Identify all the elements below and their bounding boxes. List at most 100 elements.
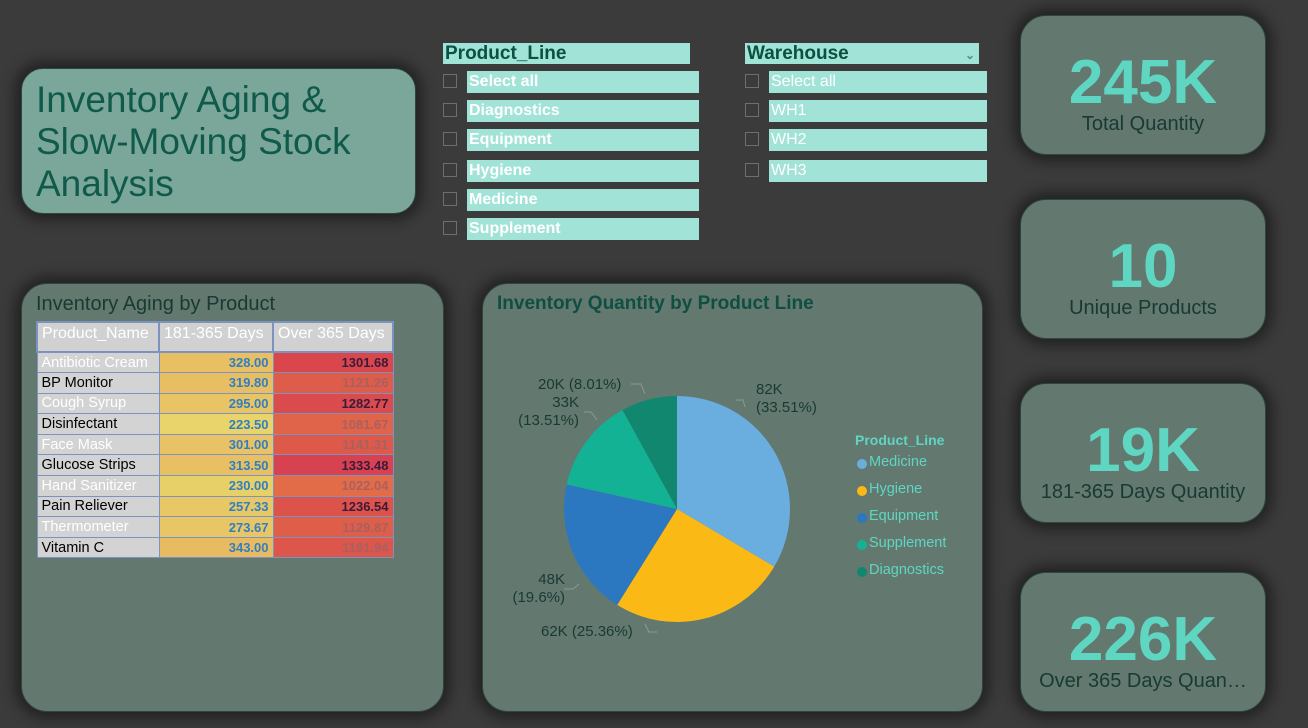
cell-over-365-days: 1081.67 [272, 413, 394, 435]
checkbox[interactable] [745, 132, 759, 146]
checkbox[interactable] [745, 74, 759, 88]
table-row[interactable]: Thermometer 273.67 1129.87 [36, 516, 394, 538]
checkbox[interactable] [745, 163, 759, 177]
kpi-label: 181-365 Days Quantity [1040, 481, 1246, 503]
cell-181-365-days: 301.00 [158, 433, 274, 456]
table-body: Antibiotic Cream 328.00 1301.68 BP Monitor 3… [36, 351, 394, 559]
warehouse-slicer[interactable]: Warehouse ⌄ Select all WH1 WH2 WH3 [745, 43, 989, 183]
table-row[interactable]: Face Mask 301.00 1141.31 [36, 433, 394, 456]
cell-over-365-days: 1141.31 [272, 433, 394, 456]
cell-over-365-days: 1236.54 [272, 495, 394, 518]
checkbox[interactable] [443, 103, 457, 117]
cell-product-name: Pain Reliever [36, 495, 160, 518]
table-row[interactable]: Cough Syrup 295.00 1282.77 [36, 392, 394, 415]
page-title: Inventory Aging & Slow-Moving Stock Anal… [36, 79, 351, 204]
cell-product-name: BP Monitor [36, 372, 160, 394]
cell-over-365-days: 1022.04 [272, 475, 394, 497]
leader-line-medicine [736, 399, 746, 408]
slicer-item-equipment[interactable]: Equipment [443, 129, 699, 151]
slicer-item-supplement[interactable]: Supplement [443, 218, 699, 240]
aging-table-title: Inventory Aging by Product [36, 293, 276, 315]
cell-181-365-days: 230.00 [158, 475, 274, 497]
legend-item-diagnostics[interactable]: Diagnostics [855, 562, 946, 589]
table-header-row: Product_Name 181-365 Days Over 365 Days [36, 321, 394, 353]
legend-item-hygiene[interactable]: Hygiene [855, 481, 946, 508]
slicer-item-select-all[interactable]: Select all [745, 71, 989, 93]
pie-label-equipment: 48K (19.6%) [512, 571, 565, 606]
table-row[interactable]: Disinfectant 223.50 1081.67 [36, 413, 394, 435]
slicer-item-label: Hygiene [467, 160, 699, 182]
pie-slice-equipment[interactable] [564, 484, 677, 605]
kpi-over-365-days-quantity: 226K Over 365 Days Quan… [1020, 572, 1266, 712]
chart-title: Inventory Quantity by Product Line [497, 293, 814, 314]
pie-label-diagnostics: 20K (8.01%) [538, 376, 622, 393]
leader-line-supplement [584, 411, 598, 421]
pie-slice-diagnostics[interactable] [622, 396, 677, 509]
product-line-slicer[interactable]: Product_Line Select all Diagnostics Equi… [443, 43, 699, 243]
legend-title: Product_Line [855, 432, 945, 448]
cell-181-365-days: 223.50 [158, 413, 274, 435]
slicer-item-hygiene[interactable]: Hygiene [443, 160, 699, 182]
kpi-total-quantity: 245K Total Quantity [1020, 15, 1266, 155]
legend-item-supplement[interactable]: Supplement [855, 535, 946, 562]
warehouse-slicer-header[interactable]: Warehouse ⌄ [745, 43, 979, 64]
table-row[interactable]: Hand Sanitizer 230.00 1022.04 [36, 475, 394, 497]
column-header-over-365-days[interactable]: Over 365 Days [272, 321, 394, 353]
kpi-value: 245K [1068, 48, 1218, 117]
column-header-181-365-days[interactable]: 181-365 Days [158, 321, 274, 353]
slicer-item-select-all[interactable]: Select all [443, 71, 699, 93]
table-row[interactable]: Pain Reliever 257.33 1236.54 [36, 495, 394, 518]
cell-181-365-days: 273.67 [158, 516, 274, 538]
cell-product-name: Face Mask [36, 433, 160, 456]
legend-dot [857, 513, 867, 523]
slicer-item-wh1[interactable]: WH1 [745, 100, 989, 122]
cell-product-name: Thermometer [36, 516, 160, 538]
legend-dot [857, 540, 867, 550]
checkbox[interactable] [443, 74, 457, 88]
slicer-item-wh2[interactable]: WH2 [745, 129, 989, 151]
column-header-product-name[interactable]: Product_Name [36, 321, 160, 353]
kpi-label: Over 365 Days Quan… [1039, 670, 1247, 692]
kpi-181-365-days-quantity: 19K 181-365 Days Quantity [1020, 383, 1266, 523]
table-row[interactable]: BP Monitor 319.80 1121.26 [36, 372, 394, 394]
cell-product-name: Glucose Strips [36, 454, 160, 477]
kpi-value: 226K [1068, 605, 1218, 674]
cell-product-name: Cough Syrup [36, 392, 160, 415]
cell-181-365-days: 319.80 [158, 372, 274, 394]
cell-181-365-days: 295.00 [158, 392, 274, 415]
slicer-item-label: WH3 [769, 160, 987, 182]
chart-legend: Product_Line Medicine Hygiene Equipment … [855, 432, 946, 589]
legend-dot [857, 486, 867, 496]
table-row[interactable]: Glucose Strips 313.50 1333.48 [36, 454, 394, 477]
slicer-item-medicine[interactable]: Medicine [443, 189, 699, 211]
kpi-value: 10 [1108, 232, 1178, 301]
kpi-label: Unique Products [1069, 297, 1217, 319]
warehouse-slicer-title: Warehouse [747, 43, 849, 64]
leader-line-diagnostics [631, 383, 646, 395]
pie-slice-supplement[interactable] [566, 410, 677, 509]
pie-slice-hygiene[interactable] [617, 509, 775, 622]
slicer-item-label: WH2 [769, 129, 987, 151]
legend-dot [857, 567, 867, 577]
table-row[interactable]: Antibiotic Cream 328.00 1301.68 [36, 351, 394, 374]
checkbox[interactable] [745, 103, 759, 117]
table-row[interactable]: Vitamin C 343.00 1191.94 [36, 536, 394, 559]
legend-item-medicine[interactable]: Medicine [855, 454, 946, 481]
checkbox[interactable] [443, 132, 457, 146]
pie-slice-medicine[interactable] [677, 396, 790, 567]
kpi-value: 19K [1086, 416, 1200, 485]
legend-item-equipment[interactable]: Equipment [855, 508, 946, 535]
checkbox[interactable] [443, 221, 457, 235]
cell-over-365-days: 1333.48 [272, 454, 394, 477]
slicer-item-label: Select all [769, 71, 987, 93]
slicer-item-wh3[interactable]: WH3 [745, 160, 989, 182]
title-card: Inventory Aging & Slow-Moving Stock Anal… [21, 68, 416, 214]
checkbox[interactable] [443, 163, 457, 177]
chevron-down-icon[interactable]: ⌄ [964, 48, 975, 62]
slicer-item-diagnostics[interactable]: Diagnostics [443, 100, 699, 122]
slicer-item-label: Diagnostics [467, 100, 699, 122]
cell-181-365-days: 257.33 [158, 495, 274, 518]
aging-table-card: Inventory Aging by Product Product_Name … [21, 283, 444, 712]
pie-chart [564, 383, 790, 633]
checkbox[interactable] [443, 192, 457, 206]
